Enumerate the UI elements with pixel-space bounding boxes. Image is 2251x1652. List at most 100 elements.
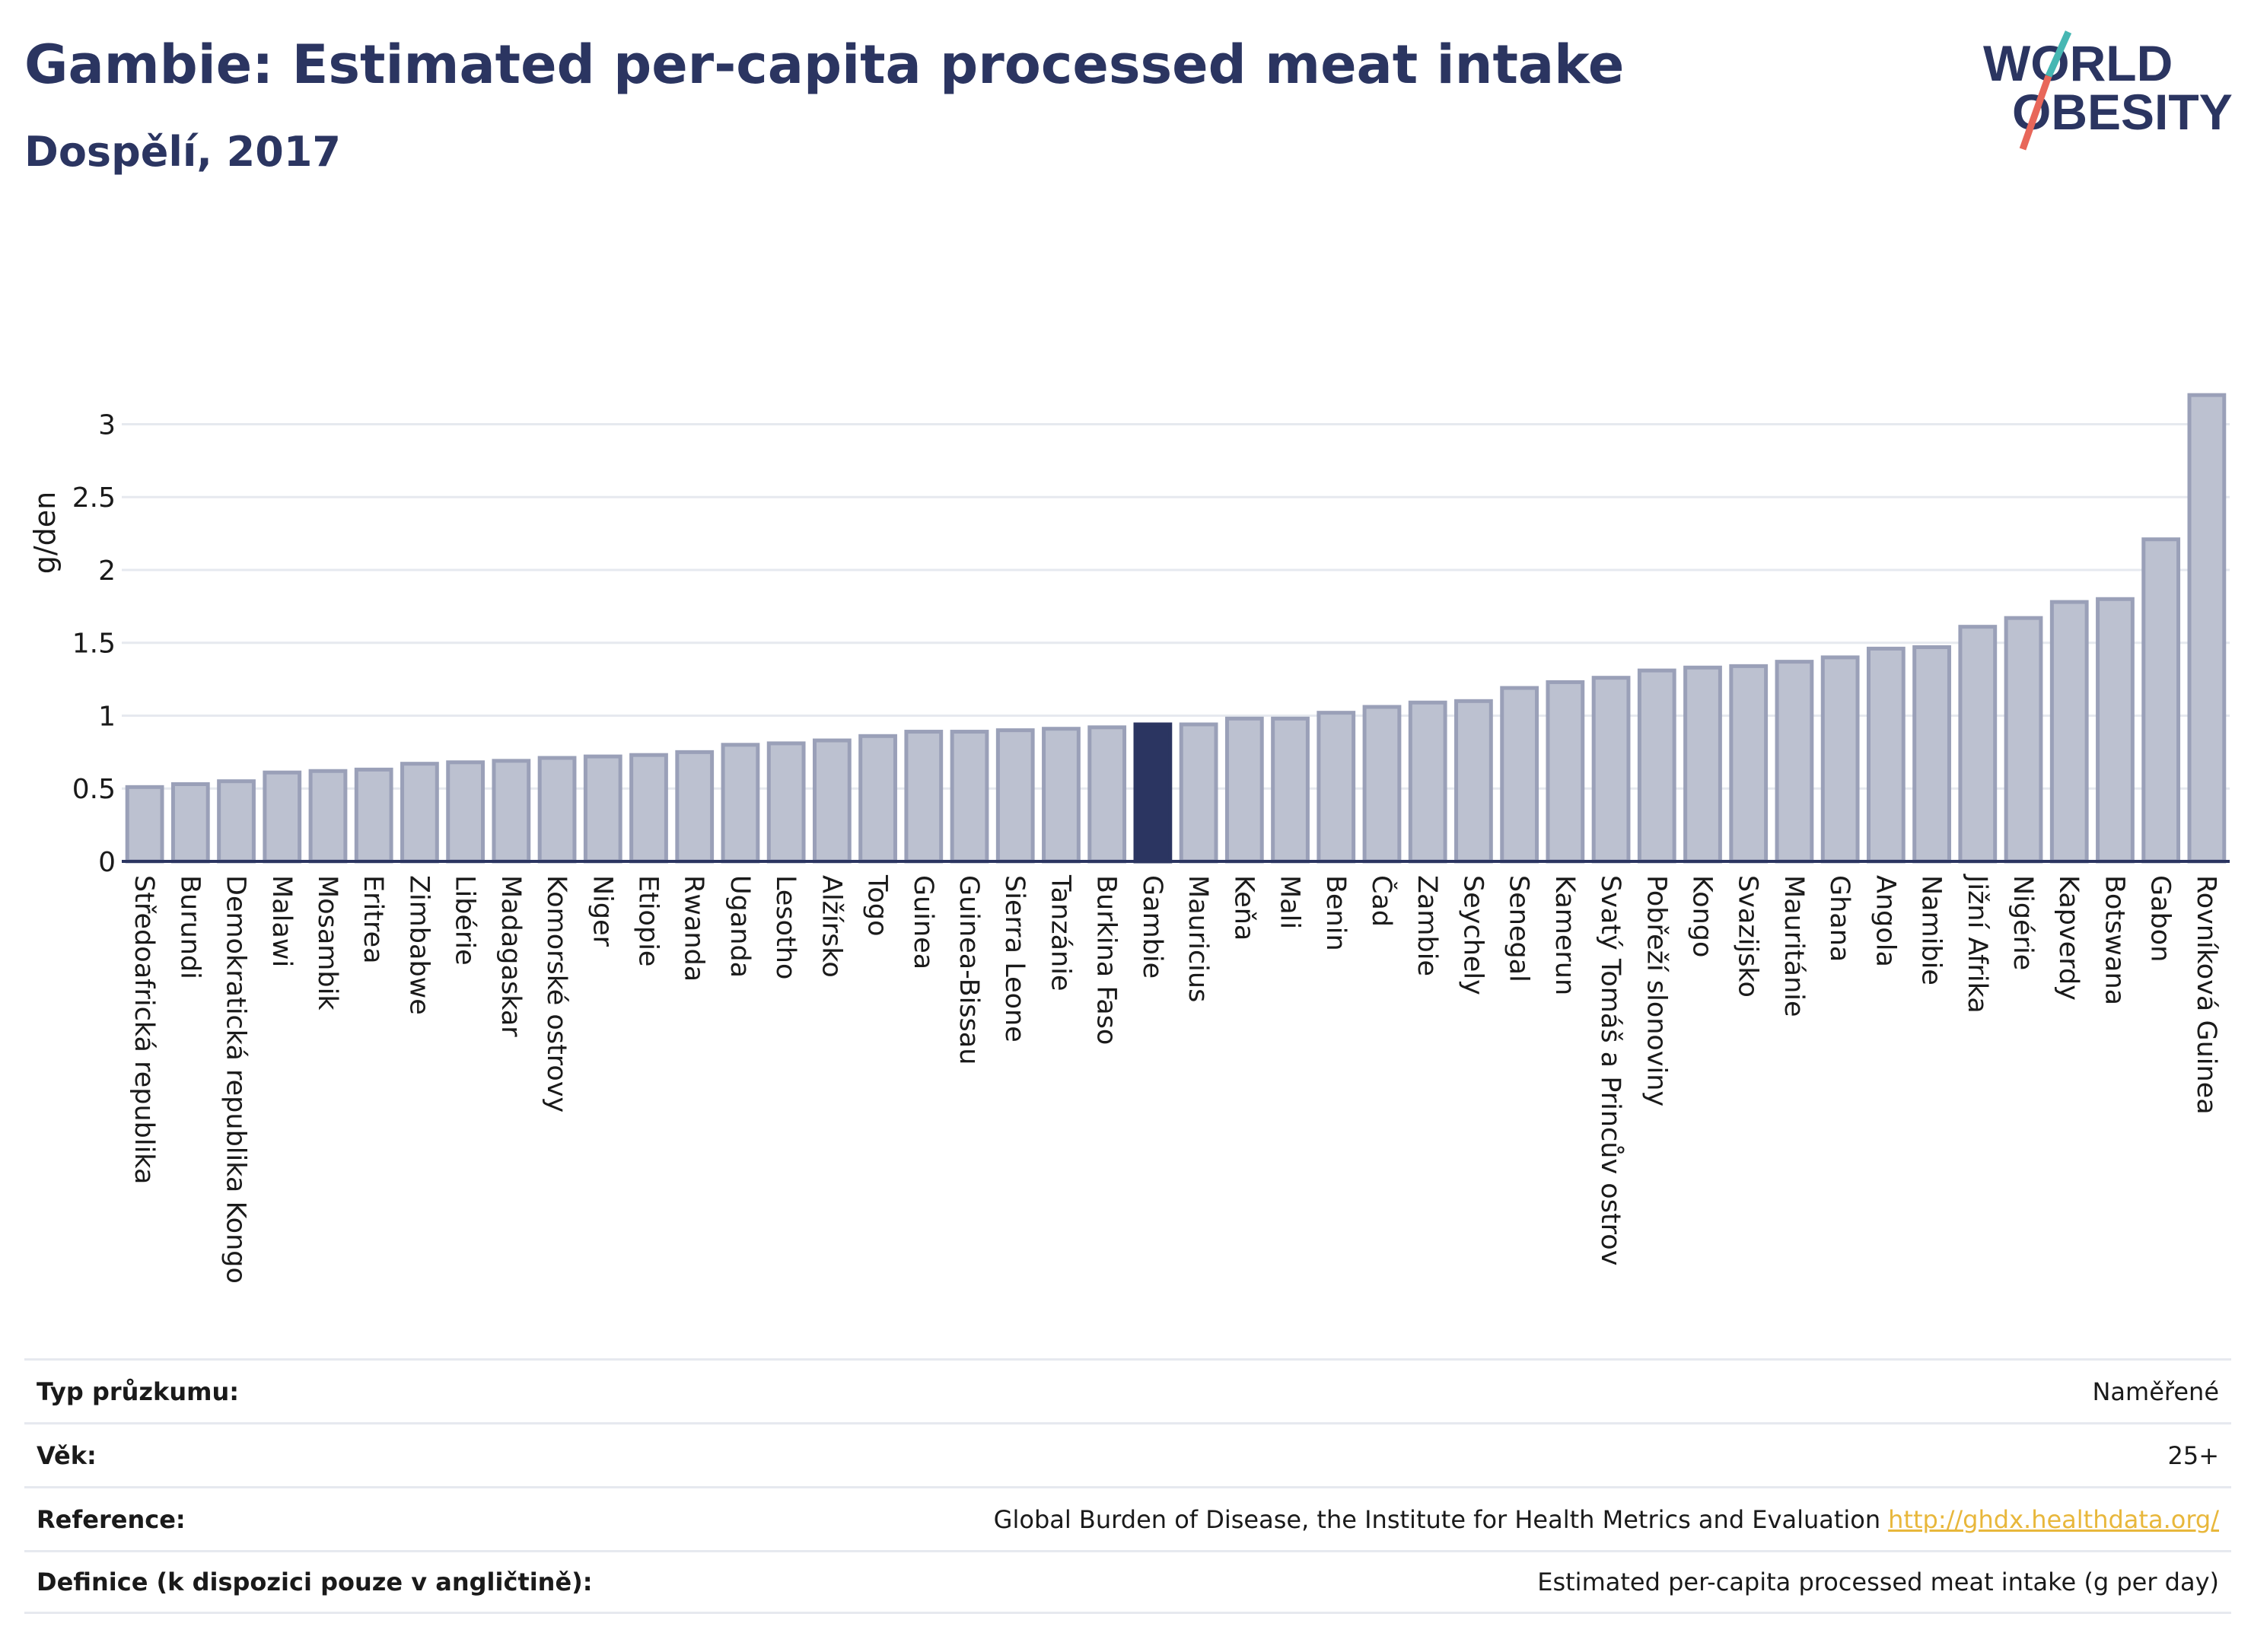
bar[interactable] — [2049, 600, 2089, 864]
logo-slash-teal — [2045, 30, 2072, 78]
x-tick-label: Komorské ostrovy — [541, 875, 572, 1112]
x-tick-label: Čad — [1366, 875, 1398, 927]
x-tick-label: Zambie — [1412, 875, 1442, 976]
bar[interactable] — [950, 730, 989, 864]
bar[interactable] — [1683, 665, 1722, 864]
bar[interactable] — [766, 741, 806, 864]
y-tick-labels: 0 0.5 1 1.5 2 2.5 3 — [72, 409, 116, 878]
bar[interactable] — [1866, 646, 1906, 864]
bar[interactable] — [1958, 625, 1998, 864]
y-tick-label: 2 — [98, 555, 116, 587]
bar[interactable] — [308, 769, 348, 864]
x-tick-label: Burundi — [174, 875, 205, 979]
bar[interactable] — [1729, 664, 1769, 864]
bar[interactable] — [537, 756, 577, 864]
bar[interactable] — [1546, 680, 1585, 864]
x-tick-label: Gambie — [1137, 875, 1167, 979]
meta-value: Naměřené — [2092, 1377, 2219, 1406]
x-tick-label: Alžírsko — [816, 875, 846, 978]
metadata-table: Typ průzkumu: Naměřené Věk: 25+ Referenc… — [24, 1358, 2231, 1614]
bar[interactable] — [1224, 716, 1264, 864]
x-tick-label: Tanzánie — [1045, 874, 1075, 991]
bar[interactable] — [446, 760, 486, 864]
world-obesity-logo[interactable]: WORLD OBESITY — [1979, 27, 2237, 164]
x-tick-label: Kapverdy — [2053, 875, 2084, 1001]
x-tick-label: Guinea-Bissau — [954, 875, 984, 1065]
bar[interactable] — [2141, 537, 2181, 864]
x-tick-label: Jižní Afrika — [1962, 874, 1992, 1014]
x-tick-labels: Středoafrická republika Burundi Demokratic… — [129, 874, 2221, 1284]
bar[interactable] — [1179, 722, 1218, 864]
y-tick-label: 3 — [98, 409, 116, 441]
bar[interactable] — [1637, 668, 1676, 864]
bar[interactable] — [400, 762, 439, 864]
x-tick-label: Benin — [1320, 875, 1351, 951]
x-tick-label: Niger — [587, 875, 617, 947]
bar[interactable] — [1775, 660, 1814, 864]
x-tick-label: Angola — [1870, 875, 1900, 967]
bar[interactable] — [1362, 705, 1402, 864]
meta-row-survey-type: Typ průzkumu: Naměřené — [24, 1358, 2231, 1422]
x-tick-label: Madagaskar — [495, 875, 526, 1037]
bar[interactable] — [1820, 655, 1860, 864]
bar[interactable] — [1317, 711, 1356, 864]
chart-subtitle: Dospělí, 2017 — [24, 128, 341, 176]
x-tick-label: Mali — [1275, 875, 1305, 929]
x-tick-label: Středoafrická republika — [129, 875, 159, 1184]
bar[interactable] — [170, 781, 210, 864]
meta-value: Global Burden of Disease, the Institute … — [993, 1504, 1881, 1534]
bar[interactable] — [125, 785, 164, 864]
bar[interactable] — [583, 754, 622, 864]
meta-label: Věk: — [37, 1440, 97, 1470]
x-tick-label: Eritrea — [358, 875, 388, 964]
bar[interactable] — [1500, 686, 1539, 864]
bar[interactable] — [1912, 645, 1951, 864]
meta-row-reference: Reference: Global Burden of Disease, the… — [24, 1486, 2231, 1550]
bar[interactable] — [1454, 699, 1493, 864]
bar[interactable] — [1087, 725, 1127, 864]
bar[interactable] — [1133, 722, 1173, 864]
bars — [125, 393, 2227, 864]
x-tick-label: Svazijsko — [1733, 875, 1763, 998]
x-tick-label: Uganda — [724, 875, 755, 978]
bar[interactable] — [2187, 393, 2227, 864]
x-tick-label: Lesotho — [770, 875, 801, 979]
reference-link[interactable]: http://ghdx.healthdata.org/ — [1888, 1504, 2219, 1534]
x-tick-label: Malawi — [266, 875, 297, 967]
bar[interactable] — [2096, 597, 2135, 864]
y-tick-label: 1 — [98, 701, 116, 732]
bar[interactable] — [995, 728, 1035, 864]
meta-value: Estimated per-capita processed meat inta… — [1537, 1568, 2219, 1596]
bar[interactable] — [858, 734, 897, 864]
bar[interactable] — [675, 750, 715, 864]
bar-chart: 0 0.5 1 1.5 2 2.5 3 Středoafrická republika Bur… — [28, 393, 2230, 1284]
bar[interactable] — [812, 738, 852, 864]
x-tick-label: Gabon — [2145, 875, 2176, 962]
logo-slash-red — [2019, 75, 2052, 151]
x-tick-label: Libérie — [450, 875, 480, 966]
bar[interactable] — [263, 770, 302, 864]
meta-label: Reference: — [37, 1504, 186, 1534]
bar[interactable] — [1042, 727, 1081, 864]
x-tick-label: Keňa — [1228, 875, 1259, 941]
bar[interactable] — [354, 767, 393, 864]
x-tick-label: Ghana — [1824, 875, 1855, 962]
x-tick-label: Mosambik — [312, 875, 342, 1011]
bar[interactable] — [1271, 716, 1310, 864]
y-tick-label: 0.5 — [72, 774, 116, 805]
x-tick-label: Rwanda — [679, 875, 709, 982]
bar[interactable] — [629, 753, 668, 864]
x-tick-label: Namibie — [1916, 875, 1947, 985]
bar[interactable] — [721, 743, 760, 864]
x-tick-label: Demokratická republika Kongo — [221, 875, 251, 1284]
bar[interactable] — [1591, 676, 1631, 864]
x-tick-label: Senegal — [1504, 875, 1534, 982]
x-tick-label: Nigérie — [2007, 875, 2038, 970]
bar[interactable] — [492, 759, 531, 864]
x-tick-label: Botswana — [2099, 875, 2129, 1005]
bar[interactable] — [2004, 616, 2043, 864]
x-tick-label: Burkina Faso — [1091, 875, 1122, 1045]
bar[interactable] — [1408, 700, 1447, 864]
bar[interactable] — [217, 779, 256, 864]
bar[interactable] — [904, 730, 944, 864]
